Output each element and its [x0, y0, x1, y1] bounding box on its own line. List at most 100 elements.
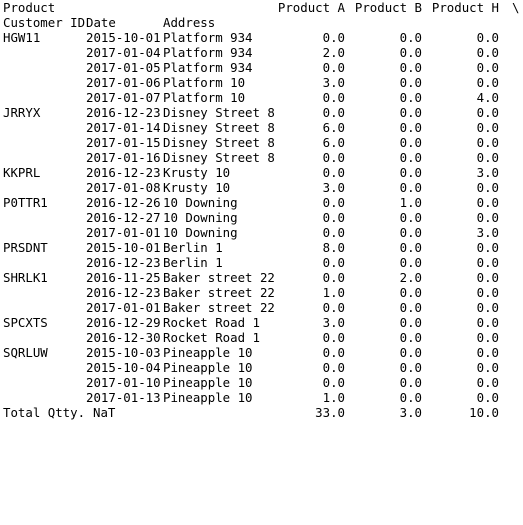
address-cell: Baker street 22 [163, 300, 275, 315]
date-cell: 2017-01-16 [86, 150, 161, 165]
table-row: 2016-12-23 Baker street 22 1.0 0.0 0.0 [0, 285, 523, 300]
customer-id-cell: HGW11 [3, 30, 41, 45]
address-cell: Pineapple 10 [163, 390, 253, 405]
product-a-cell: 8.0 [322, 240, 345, 255]
product-a-cell: 0.0 [322, 165, 345, 180]
address-cell: Baker street 22 [163, 270, 275, 285]
address-cell: Platform 934 [163, 60, 253, 75]
customer-id-cell: PRSDNT [3, 240, 48, 255]
address-cell: Berlin 1 [163, 240, 223, 255]
date-cell: 2015-10-04 [86, 360, 161, 375]
table-row: 2017-01-01 Baker street 22 0.0 0.0 0.0 [0, 300, 523, 315]
total-product-a: 33.0 [315, 405, 345, 420]
customer-id-cell: SPCXTS [3, 315, 48, 330]
date-cell: 2017-01-05 [86, 60, 161, 75]
product-b-cell: 0.0 [399, 135, 422, 150]
table-row: 2017-01-07 Platform 10 0.0 0.0 4.0 [0, 90, 523, 105]
date-cell: 2015-10-03 [86, 345, 161, 360]
product-h-cell: 0.0 [476, 180, 499, 195]
address-cell: Rocket Road 1 [163, 315, 260, 330]
date-cell: 2017-01-01 [86, 300, 161, 315]
address-cell: 10 Downing [163, 210, 238, 225]
product-b-cell: 0.0 [399, 75, 422, 90]
product-b-cell: 0.0 [399, 390, 422, 405]
header-row-1: Product Product A Product B Product H \ [0, 0, 523, 15]
address-cell: Baker street 22 [163, 285, 275, 300]
table-row: 2017-01-16 Disney Street 8 0.0 0.0 0.0 [0, 150, 523, 165]
product-h-cell: 0.0 [476, 195, 499, 210]
product-a-cell: 0.0 [322, 30, 345, 45]
table-row: HGW11 2015-10-01 Platform 934 0.0 0.0 0.0 [0, 30, 523, 45]
product-b-cell: 0.0 [399, 180, 422, 195]
product-b-cell: 0.0 [399, 375, 422, 390]
product-b-cell: 0.0 [399, 240, 422, 255]
product-h-cell: 0.0 [476, 345, 499, 360]
product-a-cell: 1.0 [322, 285, 345, 300]
product-a-cell: 0.0 [322, 360, 345, 375]
product-a-cell: 0.0 [322, 330, 345, 345]
product-a-cell: 3.0 [322, 180, 345, 195]
product-b-cell: 0.0 [399, 105, 422, 120]
header-product-b: Product B [354, 0, 422, 15]
address-cell: Pineapple 10 [163, 345, 253, 360]
product-b-cell: 1.0 [399, 195, 422, 210]
product-h-cell: 0.0 [476, 330, 499, 345]
product-h-cell: 0.0 [476, 300, 499, 315]
date-cell: 2017-01-07 [86, 90, 161, 105]
product-b-cell: 0.0 [399, 210, 422, 225]
product-b-cell: 0.0 [399, 120, 422, 135]
product-h-cell: 0.0 [476, 120, 499, 135]
product-h-cell: 0.0 [476, 390, 499, 405]
address-cell: Disney Street 8 [163, 120, 275, 135]
product-b-cell: 0.0 [399, 255, 422, 270]
date-cell: 2016-12-27 [86, 210, 161, 225]
customer-id-cell: SQRLUW [3, 345, 48, 360]
date-cell: 2015-10-01 [86, 240, 161, 255]
product-a-cell: 0.0 [322, 60, 345, 75]
date-cell: 2017-01-06 [86, 75, 161, 90]
address-cell: Platform 934 [163, 30, 253, 45]
table-row: 2016-12-27 10 Downing 0.0 0.0 0.0 [0, 210, 523, 225]
date-cell: 2017-01-01 [86, 225, 161, 240]
product-h-cell: 0.0 [476, 240, 499, 255]
table-row: 2017-01-04 Platform 934 2.0 0.0 0.0 [0, 45, 523, 60]
product-a-cell: 0.0 [322, 195, 345, 210]
product-a-cell: 0.0 [322, 225, 345, 240]
product-b-cell: 0.0 [399, 60, 422, 75]
product-h-cell: 0.0 [476, 105, 499, 120]
product-h-cell: 0.0 [476, 75, 499, 90]
table-row: 2017-01-05 Platform 934 0.0 0.0 0.0 [0, 60, 523, 75]
table-row: SHRLK1 2016-11-25 Baker street 22 0.0 2.0 0.0 [0, 270, 523, 285]
date-cell: 2016-12-29 [86, 315, 161, 330]
product-a-cell: 0.0 [322, 375, 345, 390]
product-a-cell: 0.0 [322, 150, 345, 165]
address-cell: Berlin 1 [163, 255, 223, 270]
product-b-cell: 0.0 [399, 165, 422, 180]
product-h-cell: 0.0 [476, 360, 499, 375]
product-h-cell: 0.0 [476, 270, 499, 285]
header-product-a: Product A [277, 0, 345, 15]
product-a-cell: 0.0 [322, 210, 345, 225]
product-a-cell: 0.0 [322, 255, 345, 270]
product-h-cell: 0.0 [476, 60, 499, 75]
product-b-cell: 0.0 [399, 345, 422, 360]
table-row: 2017-01-14 Disney Street 8 6.0 0.0 0.0 [0, 120, 523, 135]
table-row: 2017-01-13 Pineapple 10 1.0 0.0 0.0 [0, 390, 523, 405]
table-row: SQRLUW 2015-10-03 Pineapple 10 0.0 0.0 0.0 [0, 345, 523, 360]
date-cell: 2016-11-25 [86, 270, 161, 285]
product-h-cell: 3.0 [476, 225, 499, 240]
table-row: 2016-12-23 Berlin 1 0.0 0.0 0.0 [0, 255, 523, 270]
address-cell: Disney Street 8 [163, 105, 275, 120]
product-b-cell: 0.0 [399, 330, 422, 345]
customer-id-cell: JRRYX [3, 105, 41, 120]
product-a-cell: 0.0 [322, 345, 345, 360]
product-h-cell: 0.0 [476, 150, 499, 165]
product-b-cell: 0.0 [399, 300, 422, 315]
table-row: 2017-01-08 Krusty 10 3.0 0.0 0.0 [0, 180, 523, 195]
address-cell: Pineapple 10 [163, 360, 253, 375]
product-a-cell: 1.0 [322, 390, 345, 405]
table-row: 2017-01-10 Pineapple 10 0.0 0.0 0.0 [0, 375, 523, 390]
table-row: SPCXTS 2016-12-29 Rocket Road 1 3.0 0.0 0.0 [0, 315, 523, 330]
date-cell: 2016-12-23 [86, 285, 161, 300]
line-continuation-marker: \ [512, 0, 520, 15]
